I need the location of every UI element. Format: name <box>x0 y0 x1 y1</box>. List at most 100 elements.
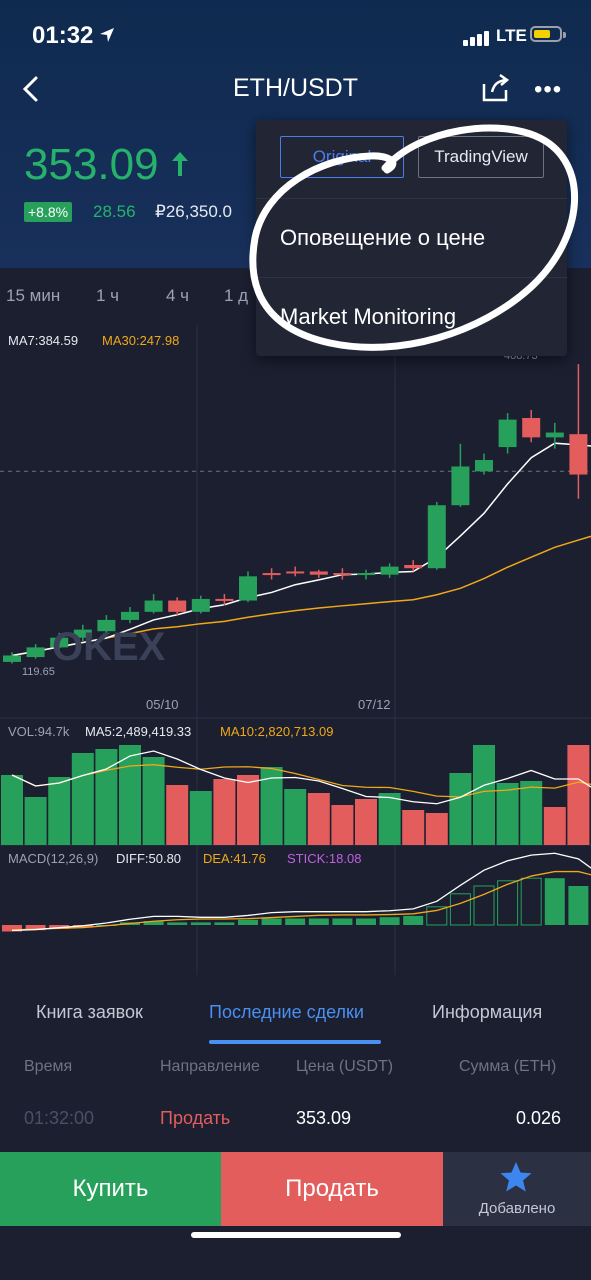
candle-body <box>357 573 375 576</box>
candle-body <box>404 565 423 569</box>
date-label-2: 07/12 <box>358 697 391 712</box>
candle-body <box>498 419 517 448</box>
favorite-label: Добавлено <box>478 1200 556 1217</box>
candle-body <box>97 619 116 632</box>
volume-bar <box>142 757 165 845</box>
low-label: 119.65 <box>22 666 55 678</box>
volume-bar <box>449 773 472 845</box>
col-price: Цена (USDT) <box>296 1058 394 1075</box>
change-pct-badge: +8.8% <box>24 202 73 222</box>
volume-bar <box>307 793 330 845</box>
macd-bar <box>143 921 164 925</box>
macd-bar <box>261 918 282 925</box>
menu-item-market-monitoring[interactable]: Market Monitoring <box>280 304 457 329</box>
trades-table: Время Направление Цена (USDT) Сумма (ETH… <box>0 1046 591 1150</box>
home-indicator <box>191 1232 401 1238</box>
candle-body <box>239 576 257 601</box>
toggle-tradingview-button[interactable]: TradingView <box>418 136 544 178</box>
legend-macd: MACD(12,26,9) <box>8 851 99 866</box>
toggle-original-button[interactable]: Original <box>280 136 404 178</box>
macd-bar <box>449 893 471 926</box>
tab-order-book[interactable]: Книга заявок <box>36 1002 143 1022</box>
signal-icon <box>463 28 491 46</box>
candle-body <box>73 629 92 638</box>
candle-body <box>3 655 21 662</box>
volume-bar <box>24 797 47 845</box>
more-icon[interactable]: ••• <box>534 76 563 103</box>
trade-amount: 0.026 <box>516 1108 562 1128</box>
volume-bar <box>119 745 141 845</box>
action-bar: Купить Продать Добавлено <box>0 1152 591 1280</box>
buy-button[interactable]: Купить <box>0 1152 221 1226</box>
volume-bar <box>496 783 519 845</box>
price-rub: ₽26,350.0 <box>155 202 232 221</box>
col-time: Время <box>24 1058 73 1075</box>
tab-recent-trades[interactable]: Последние сделки <box>209 1002 364 1022</box>
candle-body <box>427 505 446 569</box>
macd-bar <box>238 919 258 925</box>
status-time: 01:32 <box>32 22 94 49</box>
macd-bar <box>426 906 448 926</box>
menu-item-price-alert[interactable]: Оповещение о цене <box>280 225 486 250</box>
legend-dea: DEA:41.76 <box>203 851 266 866</box>
trade-price: 353.09 <box>296 1108 352 1128</box>
macd-bar <box>285 918 306 925</box>
network-label: LTE <box>496 26 527 45</box>
volume-bar <box>189 791 212 845</box>
legend-vol: VOL:94.7k <box>8 724 70 739</box>
volume-bar <box>331 805 354 845</box>
volume-bar <box>237 775 259 845</box>
candle-body <box>50 637 69 648</box>
sell-button[interactable]: Продать <box>221 1152 443 1226</box>
menu-divider <box>256 277 567 278</box>
volume-bar <box>543 807 566 845</box>
share-icon[interactable] <box>480 72 512 104</box>
star-icon <box>500 1162 532 1192</box>
legend-ma5: MA5:2,489,419.33 <box>85 724 192 739</box>
candle-body <box>286 571 305 574</box>
candle-body <box>144 600 163 612</box>
candle-body <box>380 566 399 575</box>
volume-bar <box>378 793 401 845</box>
diff-line <box>11 852 591 932</box>
timeframe-1h[interactable]: 1 ч <box>96 286 120 305</box>
candle-body <box>333 573 352 576</box>
macd-bar <box>544 878 565 925</box>
vol-ma10-line <box>11 764 591 798</box>
macd-bar <box>308 918 329 925</box>
ma7-line <box>11 442 591 657</box>
volume-bar <box>520 781 543 845</box>
volume-bar <box>260 767 283 845</box>
volume-bar <box>402 810 425 845</box>
menu-divider <box>256 198 567 199</box>
macd-bar <box>167 922 188 925</box>
tab-info[interactable]: Информация <box>432 1002 543 1022</box>
dea-line <box>11 870 591 931</box>
legend-stick: STICK:18.08 <box>287 851 362 866</box>
macd-bar <box>2 925 22 932</box>
price-chart[interactable]: MA7:384.59 MA30:247.98 488.73 119.65 OKE… <box>0 325 591 980</box>
timeframe-15m[interactable]: 15 мин <box>6 286 61 305</box>
macd-bar <box>473 885 495 926</box>
candle-body <box>26 647 45 658</box>
chart-options-menu: Original TradingView Оповещение о цене M… <box>256 120 567 356</box>
volume-bar <box>48 777 71 845</box>
candle-body <box>309 571 328 575</box>
volume-bar <box>567 745 590 845</box>
arrow-up-icon <box>172 152 188 176</box>
change-abs: 28.56 <box>93 202 136 221</box>
favorite-button[interactable]: Добавлено <box>443 1152 591 1226</box>
volume-bar <box>213 779 236 845</box>
timeframe-4h[interactable]: 4 ч <box>166 286 190 305</box>
candle-body <box>522 418 541 438</box>
chart-svg <box>0 325 591 975</box>
macd-bar <box>379 917 400 925</box>
timeframe-1d[interactable]: 1 д <box>224 286 249 305</box>
candle-body <box>215 598 234 601</box>
status-bar: 01:32 LTE <box>0 18 591 54</box>
volume-bar <box>473 745 495 845</box>
legend-ma10: MA10:2,820,713.09 <box>220 724 334 739</box>
back-icon[interactable] <box>18 74 44 104</box>
macd-bar <box>190 922 211 925</box>
date-label-1: 05/10 <box>146 697 179 712</box>
